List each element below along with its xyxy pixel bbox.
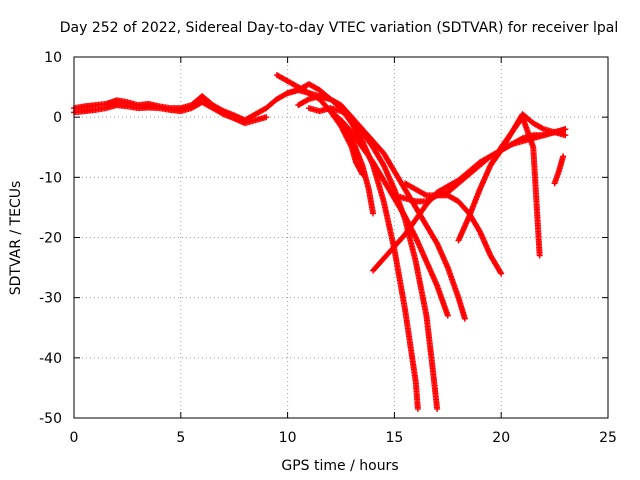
- chart-title: Day 252 of 2022, Sidereal Day-to-day VTE…: [60, 20, 618, 36]
- data-point-rise-b: [497, 269, 504, 276]
- data-point-arc-b: [414, 405, 421, 412]
- data-point-arc-f: [370, 210, 377, 217]
- data-points: [71, 72, 569, 412]
- data-point-arc-c: [434, 405, 441, 412]
- data-point-arc-d: [461, 315, 468, 322]
- data-point-rise-b: [498, 270, 505, 277]
- data-point-arc-e: [444, 312, 451, 319]
- data-point-early-band-lower: [263, 114, 270, 121]
